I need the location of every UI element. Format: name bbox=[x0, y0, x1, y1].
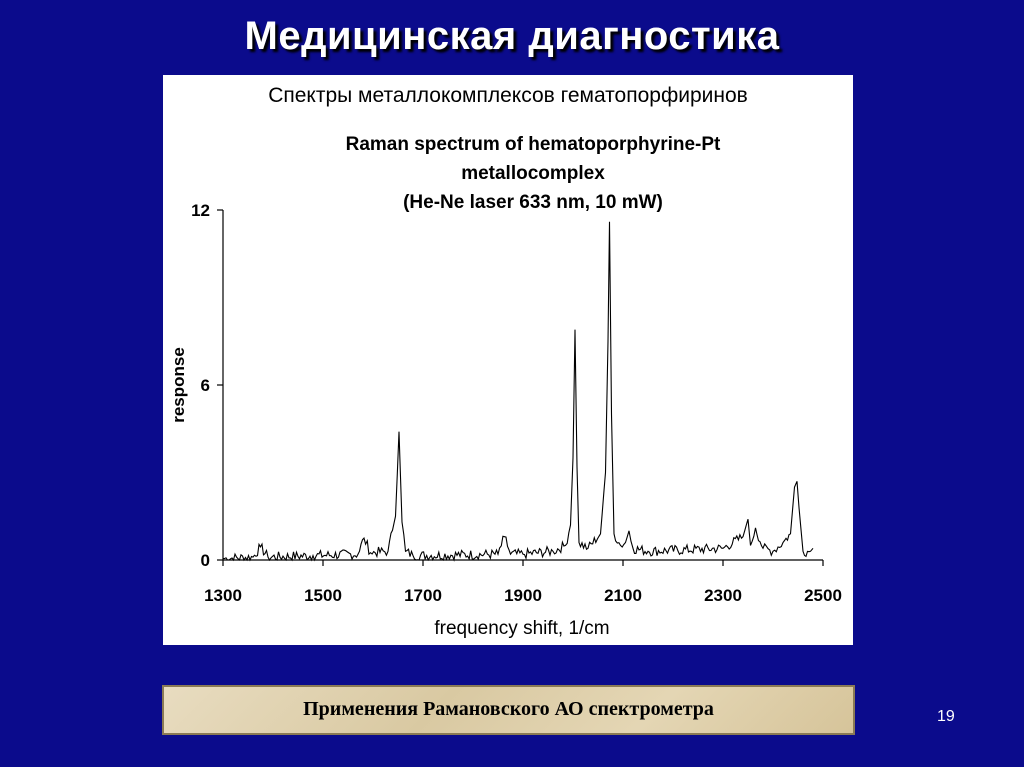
x-tick-label: 2300 bbox=[704, 586, 742, 605]
x-tick-label: 1700 bbox=[404, 586, 442, 605]
x-axis-label: frequency shift, 1/cm bbox=[434, 618, 609, 639]
y-tick-label: 6 bbox=[201, 376, 210, 395]
x-tick-label: 1500 bbox=[304, 586, 342, 605]
caption-box: Применения Рамановского АО спектрометра bbox=[162, 685, 855, 735]
page-number: 19 bbox=[937, 708, 955, 725]
chart-title: Raman spectrum of hematoporphyrine-Pt met… bbox=[346, 134, 721, 213]
x-tick-label: 1300 bbox=[204, 586, 242, 605]
y-ticks: 0 6 12 bbox=[191, 201, 223, 570]
y-tick-label: 12 bbox=[191, 201, 210, 220]
y-axis-label: response bbox=[169, 347, 188, 423]
chart-title-line: (He-Ne laser 633 nm, 10 mW) bbox=[403, 192, 663, 213]
slide-title: Медицинская диагностика bbox=[244, 14, 780, 58]
spectrum-line bbox=[222, 221, 814, 562]
x-tick-label: 2100 bbox=[604, 586, 642, 605]
chart-title-line: Raman spectrum of hematoporphyrine-Pt bbox=[346, 134, 721, 155]
y-tick-label: 0 bbox=[201, 551, 210, 570]
x-tick-label: 2500 bbox=[804, 586, 842, 605]
chart-title-line: metallocomplex bbox=[461, 163, 605, 184]
x-ticks: 1300 1500 1700 1900 2100 2300 2500 bbox=[204, 560, 842, 605]
chart-subtitle: Спектры металлокомплексов гематопорфирин… bbox=[163, 75, 853, 117]
chart-panel bbox=[163, 75, 853, 645]
x-tick-label: 1900 bbox=[504, 586, 542, 605]
